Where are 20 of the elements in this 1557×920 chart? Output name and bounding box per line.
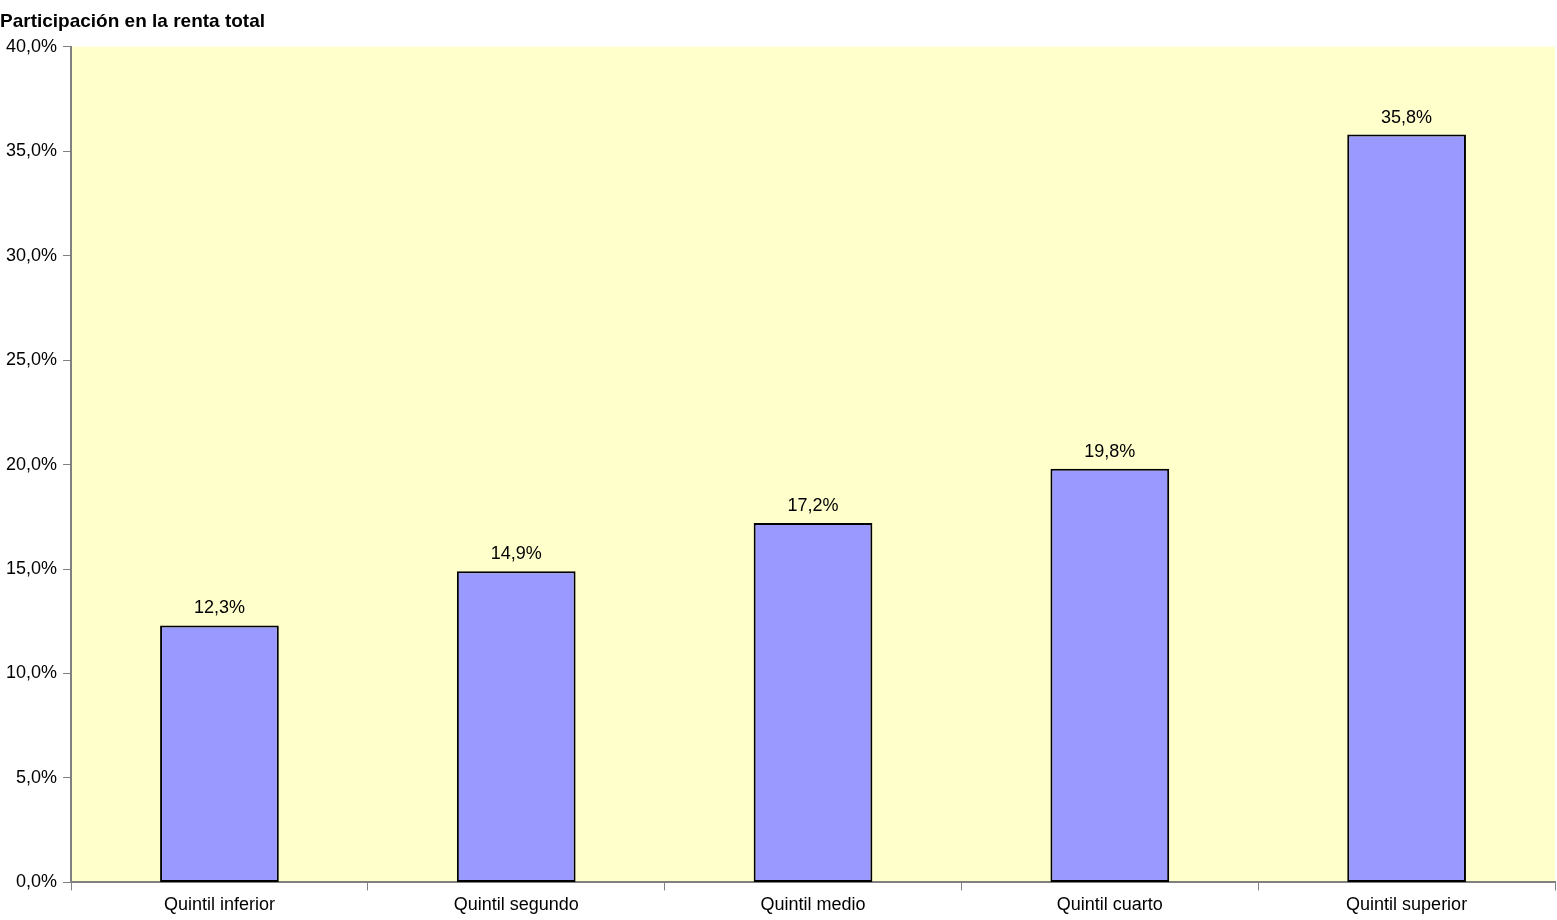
y-tick-label: 15,0% (5, 558, 58, 579)
x-tick-label: Quintil medio (760, 894, 866, 915)
y-tick-label: 30,0% (5, 244, 58, 265)
data-label: 19,8% (1084, 440, 1136, 461)
x-tick-label: Quintil inferior (163, 894, 275, 915)
y-tick-label: 5,0% (16, 766, 58, 787)
data-label: 35,8% (1381, 106, 1433, 127)
y-tick-label: 25,0% (5, 349, 58, 370)
data-label: 14,9% (490, 543, 542, 564)
y-tick-label: 40,0% (5, 35, 58, 56)
chart-title: Participación en la renta total (0, 9, 266, 31)
x-tick-label: Quintil superior (1346, 894, 1468, 915)
y-tick-label: 20,0% (5, 453, 58, 474)
x-tick-label: Quintil segundo (453, 894, 579, 915)
data-label: 12,3% (193, 597, 245, 618)
y-tick-label: 35,0% (5, 140, 58, 161)
data-label: 17,2% (787, 495, 839, 516)
x-tick-label: Quintil cuarto (1056, 894, 1163, 915)
y-tick-label: 10,0% (5, 662, 58, 683)
y-tick-label: 0,0% (16, 871, 58, 892)
